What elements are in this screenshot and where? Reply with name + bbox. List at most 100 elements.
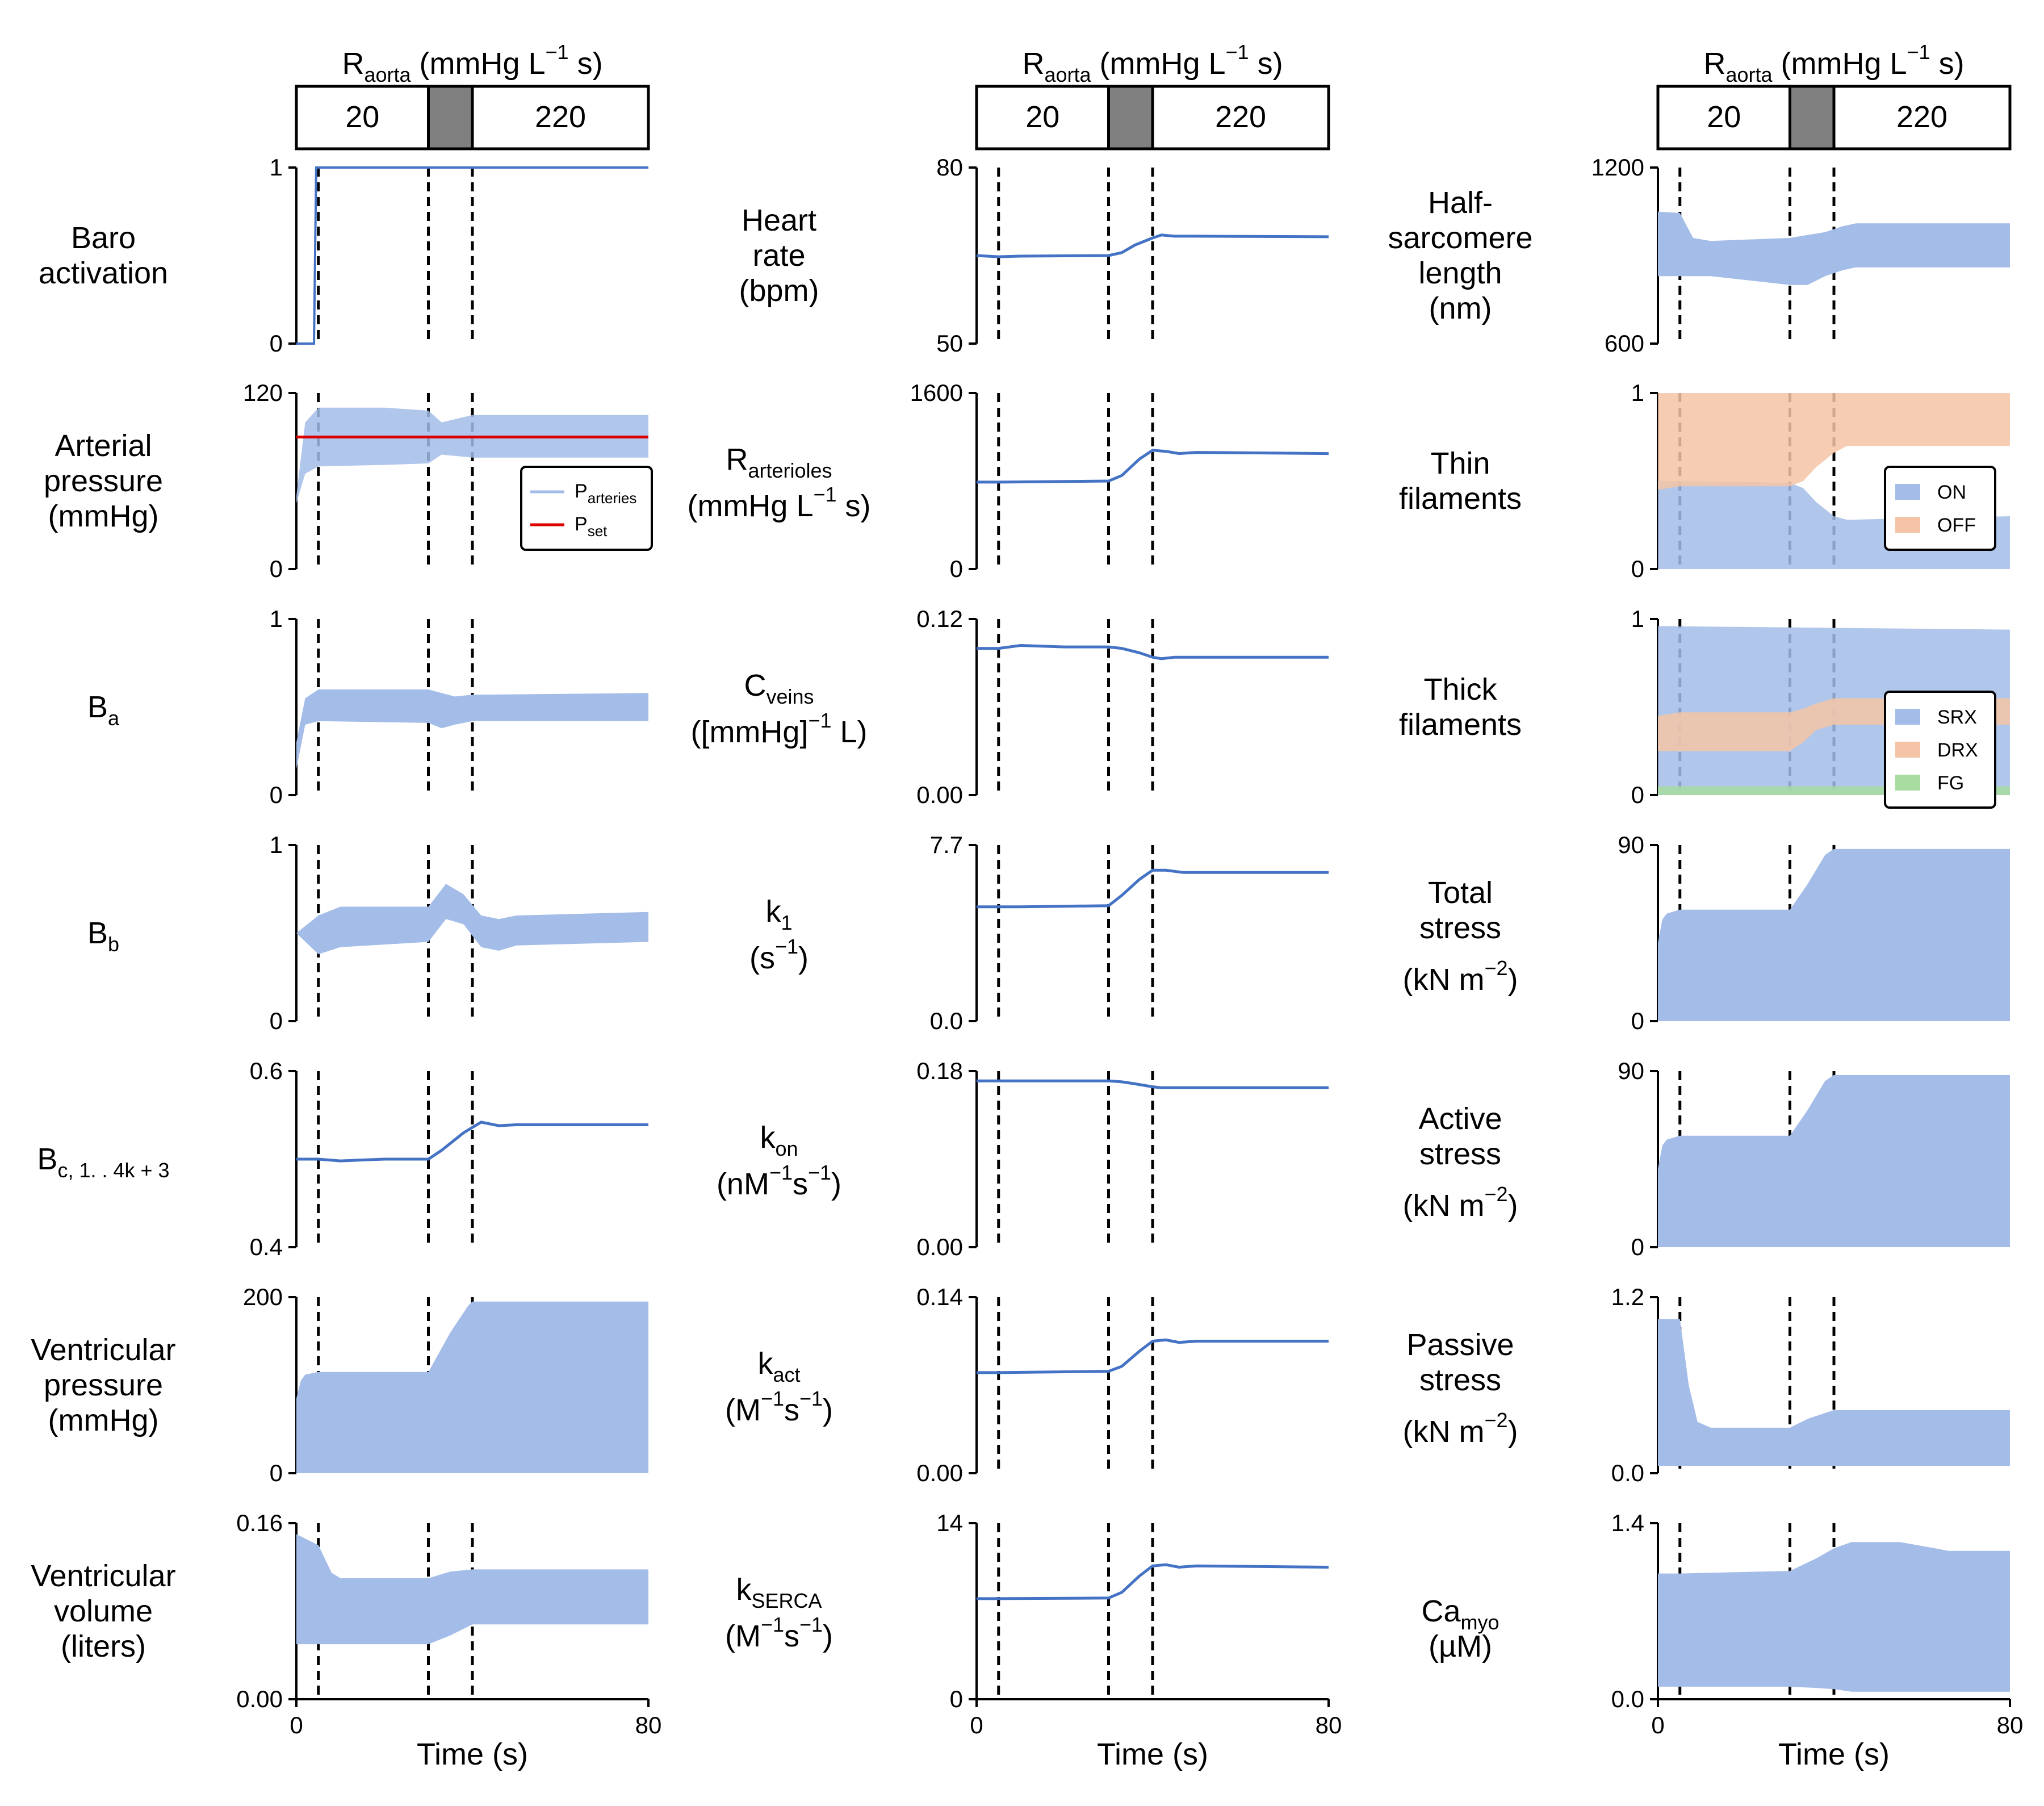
right-panel-6-axes: 1.4 0.0 <box>1611 1510 1836 1712</box>
left-panel-1-y-tick-label: 120 <box>243 379 283 406</box>
legend-thick-label: DRX <box>1937 739 1978 761</box>
right-panel-3-y-tick-label: 0 <box>1631 1007 1644 1034</box>
rarterioles-line <box>977 449 1329 484</box>
ventricular-pressure-band <box>296 1301 648 1473</box>
mid-panel-0-y-tick-label: 50 <box>936 330 963 357</box>
legend-thick-swatch <box>1895 742 1920 758</box>
baro-activation-marks <box>296 166 648 345</box>
k1-line <box>977 868 1329 909</box>
x-tick-label: 80 <box>635 1712 662 1738</box>
mid-panel-2-axes: 0.12 0.00 <box>916 605 1154 808</box>
header-title: Raorta (mmHg L−1 s) <box>1703 40 1964 86</box>
row-label-left-6-line-0: Ventricular <box>31 1559 175 1593</box>
legend-thin: ON OFF <box>1884 466 1996 551</box>
row-label-left-6-line-2: (liters) <box>61 1629 146 1663</box>
row-label-right-3-line-1: stress <box>1419 911 1501 945</box>
row-label-left-1-line-0: Arterial <box>55 429 152 463</box>
row-label-right-6-unit: (µM) <box>1429 1629 1492 1663</box>
mid-panel-5-y-tick-label: 0.14 <box>916 1284 963 1310</box>
row-label-mid-6: kSERCA(M−1s−1) <box>725 1573 833 1653</box>
row-label-mid-0-line-2: (bpm) <box>739 274 819 308</box>
kon-marks <box>977 1079 1329 1089</box>
row-label-mid-1-unit: (mmHg L−1 s) <box>687 483 870 523</box>
right-panel-5-y-tick-label: 0.0 <box>1611 1460 1644 1486</box>
mid-panel-4-y-tick-label: 0.18 <box>916 1057 963 1084</box>
legend-arterial: Parteries Pset <box>520 466 653 551</box>
ventricular-pressure-marks <box>296 1301 648 1473</box>
row-label-right-0-line-1: sarcomere <box>1388 221 1532 255</box>
header-left-value: 20 <box>1025 100 1059 134</box>
x-tick-label: 0 <box>290 1712 303 1738</box>
row-label-mid-5-unit: (M−1s−1) <box>725 1387 833 1427</box>
legend-thin-label: ON <box>1937 482 1966 503</box>
mid-panel-1-axes: 1600 0 <box>910 379 1154 582</box>
row-label-mid-3-unit: (s−1) <box>749 935 809 975</box>
header-transition <box>1107 85 1154 150</box>
header-transition <box>427 85 474 150</box>
row-label-mid-1-main: Rarterioles <box>726 442 832 482</box>
row-label-right-4-unit: (kN m−2) <box>1403 1182 1518 1223</box>
row-label-left-5-line-0: Ventricular <box>31 1333 175 1367</box>
x-tick-label: 80 <box>1997 1712 2024 1738</box>
row-label-mid-2: Cveins([mmHg]−1 L) <box>690 668 867 749</box>
right-panel-1-y-tick-label: 0 <box>1631 555 1644 582</box>
mid-panel-0-axes: 80 50 <box>936 154 1154 357</box>
row-label-mid-4: kon(nM−1s−1) <box>717 1121 841 1201</box>
mid-panel-2-y-tick-label: 0.12 <box>916 605 963 632</box>
legend-thick-label: FG <box>1937 772 1964 794</box>
row-label-mid-4-main: kon <box>760 1121 798 1160</box>
row-label-right-0-line-2: length <box>1418 256 1502 290</box>
active-stress-band <box>1658 1075 2010 1247</box>
mid-panel-6-y-tick-label: 14 <box>936 1510 963 1536</box>
thin-filaments-off-band <box>1658 393 2010 490</box>
left-panel-2-y-tick-label: 1 <box>270 605 283 632</box>
passive-stress-marks <box>1658 1319 2010 1466</box>
row-label-left-5-line-2: (mmHg) <box>48 1403 159 1437</box>
row-label-mid-1: Rarterioles(mmHg L−1 s) <box>687 442 870 523</box>
header-title: Raorta (mmHg L−1 s) <box>1022 40 1283 86</box>
row-label-left-6-line-1: volume <box>54 1594 153 1628</box>
mid-panel-6-y-tick-label: 0 <box>950 1686 963 1712</box>
left-panel-5-y-tick-label: 0 <box>270 1460 283 1486</box>
header-col-1: Raorta (mmHg L−1 s) 20 220 <box>975 40 1330 150</box>
header-col-0: Raorta (mmHg L−1 s) 20 220 <box>295 40 650 150</box>
row-label-mid-2-unit: ([mmHg]−1 L) <box>690 709 867 749</box>
row-label-right-5-line-1: stress <box>1419 1363 1501 1397</box>
right-panel-6-y-tick-label: 0.0 <box>1611 1686 1644 1712</box>
left-panel-0-y-tick-label: 0 <box>270 330 283 357</box>
left-panel-3-y-tick-label: 1 <box>270 831 283 858</box>
kact-marks <box>977 1338 1329 1374</box>
mid-panel-2-y-tick-label: 0.00 <box>916 781 963 808</box>
x-axis-col-1: 0 80 Time (s) <box>970 1698 1342 1771</box>
header-col-2: Raorta (mmHg L−1 s) 20 220 <box>1656 40 2012 150</box>
row-label-right-6: Camyo <box>1421 1594 1499 1634</box>
x-tick-label: 80 <box>1316 1712 1342 1738</box>
row-label-right-1-line-0: Thin <box>1430 446 1490 480</box>
row-label-right-5-unit: (kN m−2) <box>1403 1408 1518 1449</box>
header-left-value: 20 <box>1707 100 1741 134</box>
row-label-right-2-line-0: Thick <box>1423 672 1497 706</box>
legend-thin-swatch <box>1895 484 1920 500</box>
row-label-right-0-line-3: (nm) <box>1429 291 1492 325</box>
right-panel-1-y-tick-label: 1 <box>1631 379 1644 406</box>
baro-activation-line <box>296 166 648 345</box>
row-label-mid-5-main: kact <box>757 1347 800 1386</box>
camyo-marks <box>1658 1542 2010 1692</box>
row-label-left-2: Ba <box>87 690 120 730</box>
half-sarcomere-length-marks <box>1658 211 2010 285</box>
row-label-right-0-line-0: Half- <box>1428 186 1493 220</box>
arterial-pressure-marks <box>296 407 648 503</box>
panels-group: 108050120060012001600010100.120.0010107.… <box>236 154 2023 1771</box>
left-panel-4-y-tick-label: 0.6 <box>250 1057 283 1084</box>
mid-panel-4-y-tick-label: 0.00 <box>916 1234 963 1260</box>
x-axis-label: Time (s) <box>1778 1737 1890 1771</box>
right-panel-5-y-tick-label: 1.2 <box>1611 1284 1644 1310</box>
heart-rate-line <box>976 233 1329 258</box>
headers-group: Raorta (mmHg L−1 s)20 220 Raorta (mmHg L−1… <box>295 40 2012 150</box>
x-axis-label: Time (s) <box>417 1737 528 1771</box>
kact-line <box>977 1338 1329 1374</box>
left-panel-0-y-tick-label: 1 <box>270 154 283 181</box>
legend-thick-swatch <box>1895 709 1920 725</box>
x-tick-label: 0 <box>970 1712 983 1738</box>
camyo-band <box>1658 1542 2010 1692</box>
